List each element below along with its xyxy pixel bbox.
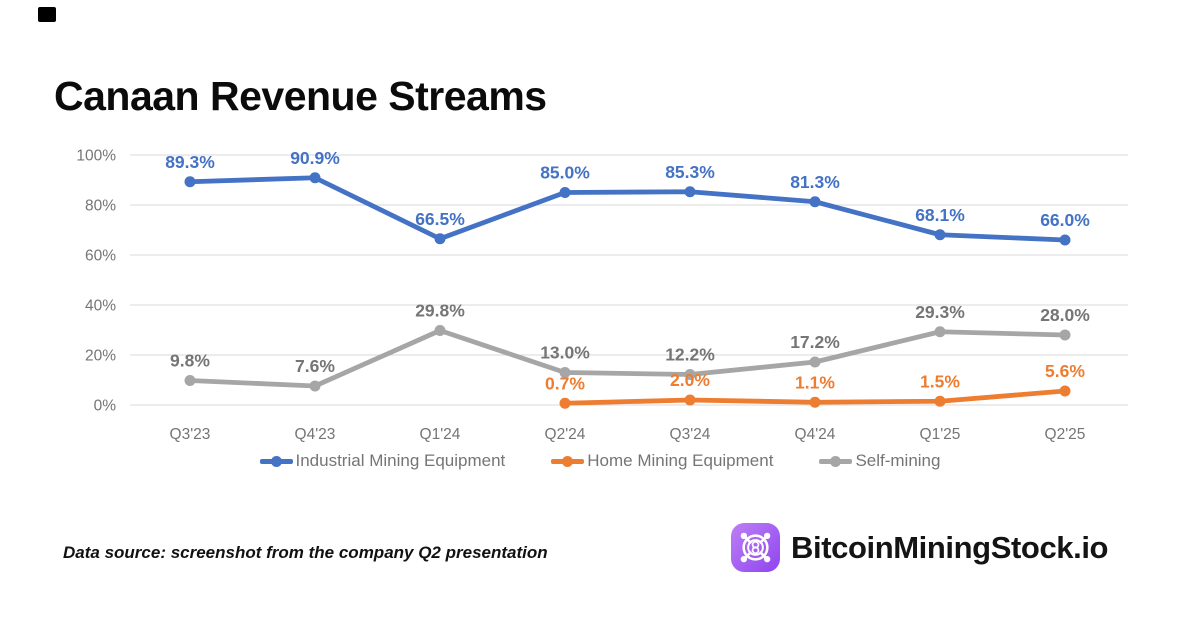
x-axis-tick-label: Q4'24 bbox=[795, 426, 836, 443]
data-point bbox=[184, 375, 196, 386]
legend-label: Self-mining bbox=[855, 451, 941, 470]
data-source-note: Data source: screenshot from the company… bbox=[63, 543, 548, 562]
data-label: 0.7% bbox=[545, 373, 585, 393]
data-point bbox=[559, 187, 571, 198]
x-axis-tick-label: Q1'25 bbox=[920, 426, 961, 443]
data-label: 81.3% bbox=[790, 172, 840, 192]
data-label: 29.8% bbox=[415, 301, 465, 321]
data-point bbox=[559, 367, 571, 378]
data-point bbox=[309, 172, 321, 184]
y-axis-tick-label: 20% bbox=[85, 348, 116, 365]
data-point bbox=[434, 325, 446, 336]
x-axis-tick-label: Q3'23 bbox=[170, 426, 211, 443]
y-axis-tick-label: 0% bbox=[94, 398, 117, 415]
y-axis-tick-label: 100% bbox=[76, 148, 116, 165]
bitcoinminingstock-logo-icon bbox=[731, 523, 780, 572]
legend-label: Industrial Mining Equipment bbox=[295, 451, 506, 470]
data-label: 1.5% bbox=[920, 371, 960, 391]
brand-name: BitcoinMiningStock.io bbox=[791, 529, 1109, 565]
data-point bbox=[1059, 329, 1071, 341]
data-point bbox=[184, 176, 196, 188]
data-label: 89.3% bbox=[165, 152, 215, 172]
legend-item-self-mining: Self-mining bbox=[819, 451, 940, 471]
series-line-self-mining bbox=[187, 328, 1068, 389]
data-point bbox=[809, 196, 821, 208]
data-label: 12.2% bbox=[665, 345, 715, 365]
data-label: 9.8% bbox=[170, 351, 210, 371]
data-point bbox=[809, 356, 821, 368]
legend-marker-icon bbox=[819, 454, 853, 468]
brand-watermark[interactable]: BitcoinMiningStock.io bbox=[731, 523, 1108, 572]
data-point bbox=[1059, 234, 1071, 246]
data-label: 90.9% bbox=[290, 148, 340, 168]
data-point bbox=[684, 186, 696, 198]
legend-marker-icon bbox=[259, 454, 293, 468]
y-axis-tick-label: 40% bbox=[85, 298, 116, 315]
series-line-industrial-mining-equipment bbox=[187, 175, 1068, 243]
x-axis-tick-label: Q3'24 bbox=[670, 426, 711, 443]
data-label: 17.2% bbox=[790, 332, 840, 352]
data-point bbox=[684, 369, 696, 380]
data-label: 2.0% bbox=[670, 370, 710, 390]
legend-label: Home Mining Equipment bbox=[587, 451, 774, 470]
data-point bbox=[1059, 385, 1071, 397]
data-point bbox=[809, 396, 821, 408]
data-label: 1.1% bbox=[795, 372, 835, 392]
data-point bbox=[684, 394, 696, 406]
data-point bbox=[934, 326, 946, 338]
chart-legend: Industrial Mining Equipment Home Mining E… bbox=[0, 451, 1200, 471]
legend-item-home-mining-equipment: Home Mining Equipment bbox=[551, 451, 773, 471]
data-label: 29.3% bbox=[915, 302, 965, 322]
y-axis-tick-label: 60% bbox=[85, 248, 116, 265]
data-point bbox=[559, 397, 571, 409]
y-axis-tick-label: 80% bbox=[85, 198, 116, 215]
x-axis-tick-label: Q4'23 bbox=[295, 426, 336, 443]
data-label: 68.1% bbox=[915, 205, 965, 225]
data-point bbox=[309, 380, 321, 392]
x-axis-tick-label: Q2'25 bbox=[1045, 426, 1086, 443]
data-label: 13.0% bbox=[540, 343, 590, 363]
x-axis-tick-label: Q2'24 bbox=[545, 426, 586, 443]
corner-mark bbox=[38, 7, 56, 22]
data-point bbox=[434, 233, 446, 245]
data-label: 66.5% bbox=[415, 209, 465, 229]
data-label: 28.0% bbox=[1040, 305, 1090, 325]
x-axis-tick-label: Q1'24 bbox=[420, 426, 461, 443]
data-label: 85.3% bbox=[665, 162, 715, 182]
page-title: Canaan Revenue Streams bbox=[54, 73, 547, 120]
data-label: 7.6% bbox=[295, 356, 335, 376]
legend-item-industrial-mining-equipment: Industrial Mining Equipment bbox=[259, 451, 506, 471]
legend-marker-icon bbox=[551, 454, 585, 468]
data-label: 85.0% bbox=[540, 163, 590, 183]
data-label: 66.0% bbox=[1040, 210, 1090, 230]
data-point bbox=[934, 395, 946, 407]
data-point bbox=[934, 229, 946, 241]
data-label: 5.6% bbox=[1045, 361, 1085, 381]
